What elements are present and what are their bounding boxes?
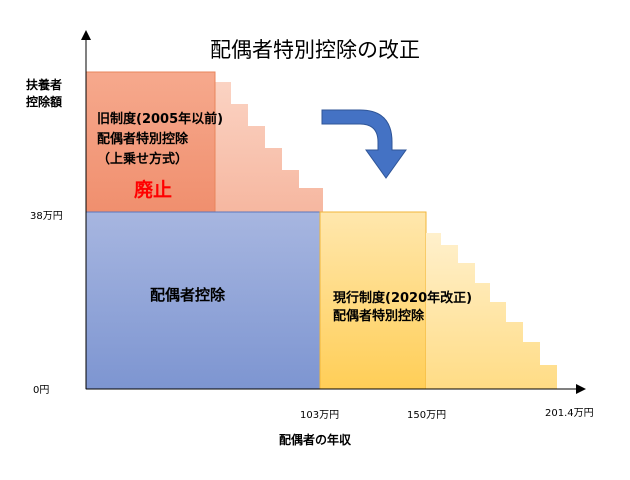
y-tick-label: 38万円 [30, 211, 63, 222]
diagram-title: 配偶者特別控除の改正 [210, 38, 420, 62]
x-axis-arrowhead [576, 384, 586, 394]
y-axis-label-line: 控除額 [26, 95, 63, 109]
x-tick-label: 201.4万円 [545, 408, 594, 419]
x-tick-label: 150万円 [407, 410, 447, 421]
new-special-steps [426, 233, 557, 389]
x-tick-label: 103万円 [300, 410, 340, 421]
old-special-label-line: 旧制度(2005年以前) [97, 112, 224, 127]
old-special-steps [215, 82, 323, 212]
curved-down-arrow [321, 109, 407, 179]
y-tick-label: 0円 [33, 385, 50, 396]
y-axis-arrowhead [81, 30, 91, 40]
x-axis-label: 配偶者の年収 [278, 433, 351, 447]
new-special-label-line: 現行制度(2020年改正) [333, 291, 473, 306]
new-special-label: 現行制度(2020年改正) 配偶者特別控除 [333, 290, 472, 326]
old-special-label: 旧制度(2005年以前) 配偶者特別控除 （上乗せ方式） [97, 110, 223, 170]
new-special-label-line: 配偶者特別控除 [333, 309, 425, 324]
old-special-label-line: 配偶者特別控除 [97, 132, 189, 147]
y-axis-label: 扶養者 控除額 [26, 77, 76, 111]
y-axis-label-line: 扶養者 [26, 78, 63, 92]
spouse-deduction-label: 配偶者控除 [150, 286, 226, 304]
abolished-badge: 廃止 [134, 179, 173, 201]
spouse-deduction-block [85, 211, 321, 390]
old-special-label-line: （上乗せ方式） [97, 152, 189, 167]
